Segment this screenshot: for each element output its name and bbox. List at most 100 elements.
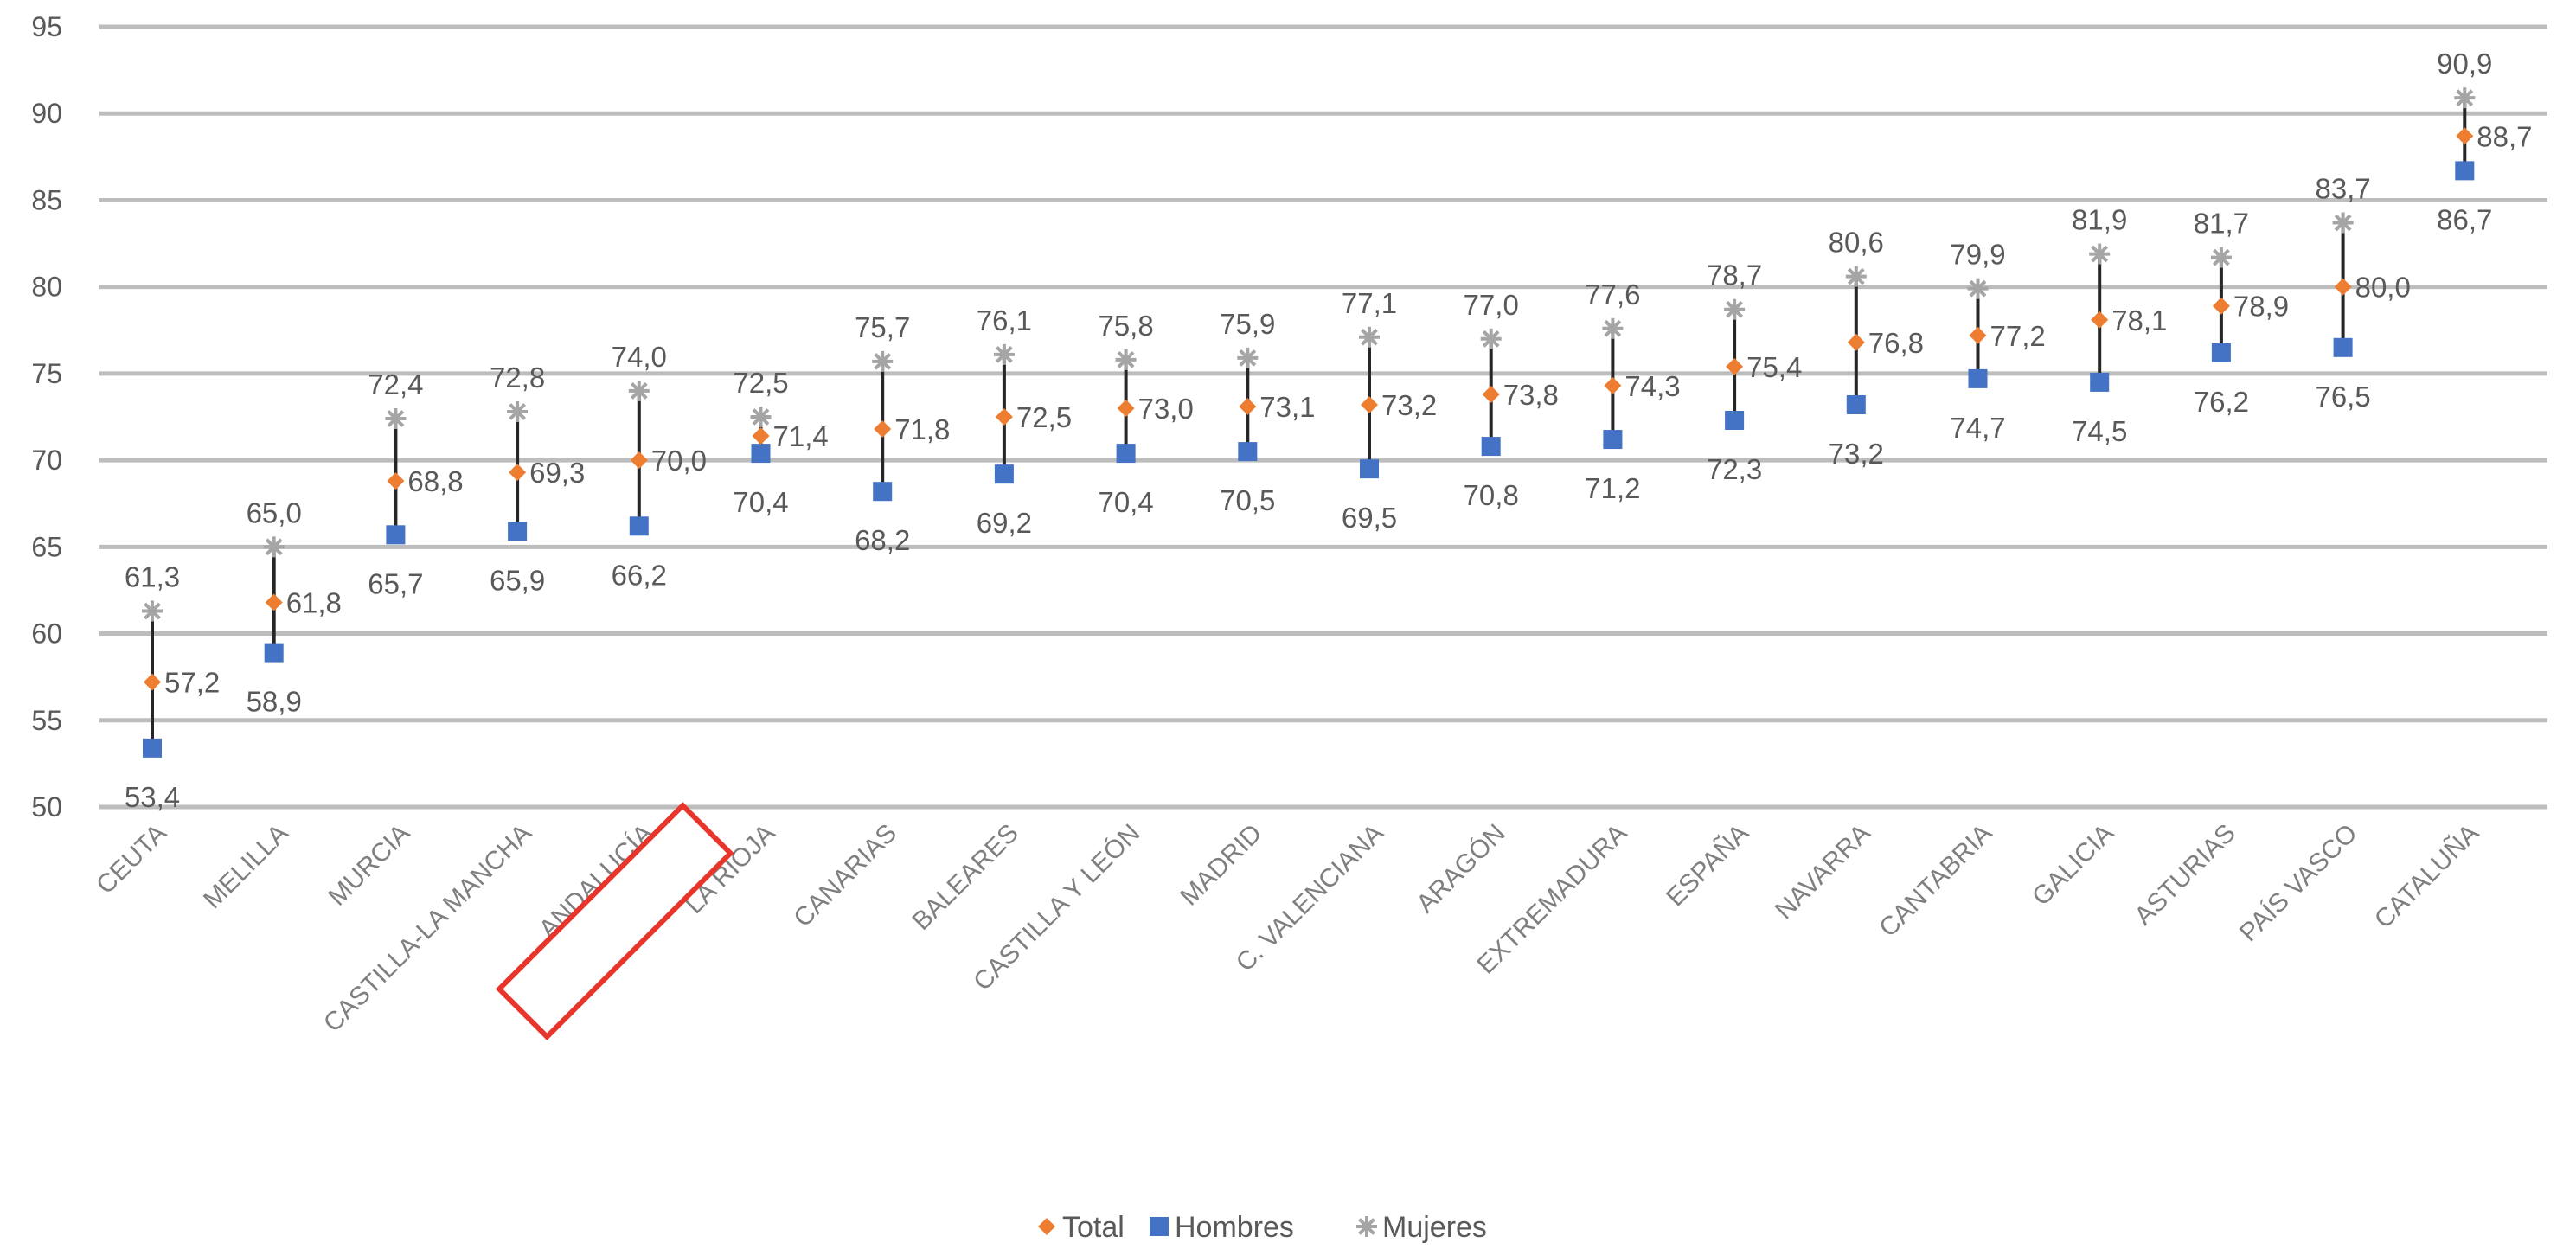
total-point <box>874 420 892 439</box>
legend-marker-hombres <box>1150 1217 1169 1236</box>
x-tick-label: MADRID <box>1175 819 1267 912</box>
hombres-label: 86,7 <box>2437 203 2492 235</box>
total-point <box>2456 127 2474 145</box>
hombres-label: 70,4 <box>733 486 788 518</box>
x-tick-label: MURCIA <box>323 819 415 912</box>
hombres-label: 76,5 <box>2315 381 2370 413</box>
mujeres-label: 90,9 <box>2437 48 2492 80</box>
hombres-point <box>1603 430 1623 450</box>
total-point <box>2334 278 2352 296</box>
hombres-point <box>751 444 771 464</box>
mujeres-point <box>2210 247 2232 268</box>
total-label: 75,4 <box>1746 351 1802 383</box>
x-tick-label: PAÍS VASCO <box>2234 819 2363 948</box>
mujeres-point <box>1602 317 1624 339</box>
total-point <box>2091 311 2109 329</box>
legend-marker-total <box>1038 1218 1055 1235</box>
x-tick-label: LA RIOJA <box>680 819 780 919</box>
y-tick-label: 80 <box>31 272 62 303</box>
highlight <box>495 802 734 1040</box>
total-point <box>144 673 161 691</box>
mujeres-point <box>2332 212 2354 234</box>
total-label: 71,4 <box>773 420 829 452</box>
total-point <box>1969 326 1987 344</box>
mujeres-point <box>1724 298 1746 320</box>
hombres-point <box>1360 459 1379 479</box>
hombres-point <box>386 525 406 545</box>
total-point <box>1847 333 1865 351</box>
highlight-box <box>495 802 734 1040</box>
x-tick-label: NAVARRA <box>1770 819 1876 925</box>
total-label: 69,3 <box>529 457 585 489</box>
total-label: 73,2 <box>1381 389 1437 421</box>
x-tick-label: CASTILLA-LA MANCHA <box>318 819 537 1038</box>
mujeres-point <box>507 400 529 422</box>
legend-label-mujeres: Mujeres <box>1382 1211 1487 1244</box>
x-tick-label: ASTURIAS <box>2129 819 2240 931</box>
mujeres-point <box>1967 278 1989 299</box>
hombres-label: 71,2 <box>1585 472 1640 504</box>
y-tick-label: 60 <box>31 618 62 650</box>
total-label: 78,1 <box>2111 304 2167 336</box>
mujeres-point <box>1237 347 1259 368</box>
total-point <box>1117 399 1135 417</box>
legend-label-total: Total <box>1062 1211 1125 1244</box>
hombres-label: 68,2 <box>855 524 910 556</box>
hombres-label: 69,2 <box>977 507 1032 539</box>
total-label: 74,3 <box>1624 370 1680 402</box>
hombres-label: 65,7 <box>368 567 423 599</box>
hombres-point <box>994 464 1014 484</box>
hombres-point <box>873 482 893 502</box>
hombres-point <box>264 643 284 663</box>
y-tick-label: 90 <box>31 98 62 129</box>
x-tick-label: CATALUÑA <box>2368 818 2484 934</box>
legend: Total Hombres Mujeres <box>1038 1211 1487 1244</box>
total-label: 73,8 <box>1503 379 1559 411</box>
mujeres-label: 81,7 <box>2194 208 2249 240</box>
total-label: 88,7 <box>2477 120 2532 152</box>
mujeres-point <box>628 380 650 401</box>
y-tick-label: 65 <box>31 531 62 562</box>
x-tick-label: GALICIA <box>2027 819 2119 912</box>
mujeres-point <box>1115 349 1137 370</box>
total-label: 80,0 <box>2355 272 2411 304</box>
legend-marker-mujeres <box>1356 1216 1377 1237</box>
total-point <box>1482 385 1500 403</box>
total-label: 70,0 <box>651 445 707 477</box>
total-label: 61,8 <box>286 586 342 618</box>
hombres-label: 74,5 <box>2072 415 2127 447</box>
hombres-label: 72,3 <box>1707 453 1762 485</box>
hombres-point <box>629 516 649 536</box>
hombres-point <box>2333 337 2353 357</box>
x-tick-label: ARAGÓN <box>1411 819 1510 919</box>
mujeres-label: 74,0 <box>612 341 667 373</box>
hombres-label: 73,2 <box>1829 438 1884 470</box>
total-label: 68,8 <box>407 465 463 497</box>
mujeres-label: 72,8 <box>490 362 545 394</box>
total-point <box>1604 376 1622 394</box>
mujeres-point <box>750 407 772 427</box>
mujeres-point <box>385 408 407 430</box>
total-label: 57,2 <box>164 667 220 699</box>
hombres-label: 66,2 <box>612 559 667 591</box>
mujeres-label: 78,7 <box>1707 259 1762 291</box>
hombres-label: 70,5 <box>1220 484 1275 516</box>
hombres-point <box>1116 444 1136 464</box>
markers <box>142 87 2476 758</box>
mujeres-label: 77,6 <box>1585 279 1640 311</box>
mujeres-point <box>872 350 894 372</box>
mujeres-label: 79,9 <box>1950 239 2005 271</box>
hombres-point <box>143 738 162 758</box>
mujeres-point <box>1845 266 1867 287</box>
x-tick-label: MELILLA <box>198 819 294 915</box>
mujeres-label: 61,3 <box>125 560 180 592</box>
total-point <box>995 408 1013 426</box>
data-labels: 61,3 57,2 53,4 65,0 61,8 58,9 72,4 68,8 65,7 72,8… <box>125 48 2533 813</box>
y-tick-label: 75 <box>31 358 62 389</box>
hombres-label: 65,9 <box>490 564 545 596</box>
mujeres-label: 65,0 <box>247 496 302 528</box>
mujeres-point <box>2454 87 2476 109</box>
mujeres-label: 75,7 <box>855 311 910 343</box>
total-label: 73,1 <box>1259 391 1315 423</box>
hombres-label: 70,4 <box>1098 486 1153 518</box>
